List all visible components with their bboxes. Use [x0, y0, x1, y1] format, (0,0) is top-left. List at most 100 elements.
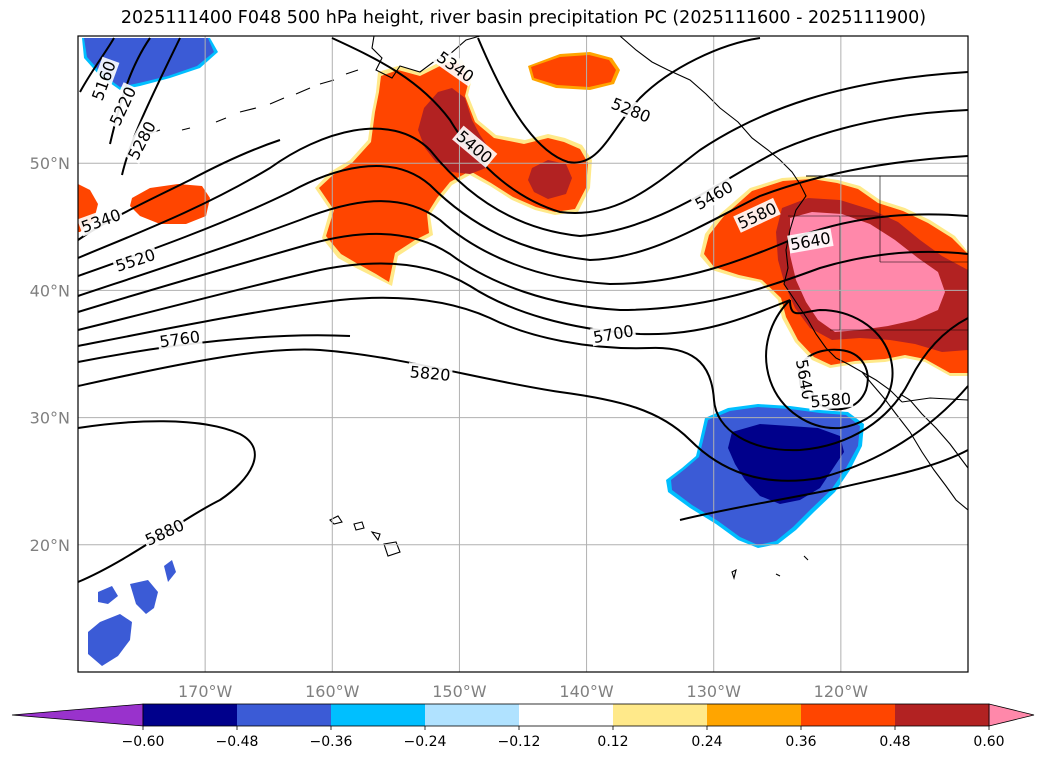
contour-5640-low	[765, 299, 894, 430]
lon-label-150: 150°W	[432, 682, 487, 701]
aleutian-islands	[147, 69, 359, 135]
baja-coastline	[861, 371, 969, 511]
colorbar-swatch-0	[143, 704, 237, 726]
colorbar-label-9: 0.60	[973, 734, 1004, 750]
colorbar-label-8: 0.48	[879, 734, 910, 750]
fill-negative-sw3	[98, 586, 118, 604]
colorbar-label-5: 0.12	[597, 734, 628, 750]
contour-label-bg	[140, 514, 189, 550]
contour-label-5760: 5760	[158, 327, 201, 351]
colorbar-swatch-2	[331, 704, 425, 726]
coastline-layer	[147, 35, 969, 580]
guadalupe-island	[731, 555, 809, 580]
fill-negative-sw1	[88, 614, 132, 666]
contour-label-group-8: 5280	[607, 93, 655, 127]
fill-positive-gulf-core2	[528, 160, 572, 199]
lon-label-170: 170°W	[178, 682, 233, 701]
hawaii-islands	[329, 515, 401, 557]
contour-label-group-15: 5580	[807, 388, 854, 412]
contour-label-bg	[792, 356, 818, 403]
contour-label-bg	[733, 197, 781, 233]
contour-label-bg	[407, 362, 453, 384]
contour-label-group-2: 5280	[123, 116, 160, 164]
contour-5280-west	[121, 37, 181, 176]
contour-label-5280: 5280	[124, 118, 160, 163]
precipitation-fill-layer	[78, 38, 968, 666]
contour-5280-east	[477, 37, 761, 164]
colorbar-label-6: 0.24	[691, 734, 722, 750]
bc-coastline	[783, 183, 903, 403]
colorbar-label-1: −0.48	[216, 734, 259, 750]
contour-label-bg	[111, 244, 159, 276]
colorbar-label-0: −0.60	[122, 734, 165, 750]
contour-label-bg	[607, 93, 655, 127]
colorbar-label-3: −0.24	[404, 734, 447, 750]
contour-label-5280: 5280	[608, 94, 653, 127]
alaska-panhandle-coastline	[619, 35, 801, 185]
contour-label-bg	[787, 228, 834, 254]
contour-label-5700: 5700	[592, 321, 635, 347]
alaska-coastline	[371, 35, 481, 79]
fill-negative-sw4	[164, 560, 176, 582]
contour-label-bg	[432, 46, 479, 87]
colorbar-swatch-4	[519, 704, 613, 726]
colorbar: −0.60 −0.48 −0.36 −0.24 −0.12 0.12 0.24 0.36 0.4…	[11, 703, 1035, 750]
contour-5700	[77, 296, 651, 350]
colorbar-extend-min	[11, 703, 144, 727]
contour-5640	[77, 262, 791, 336]
lat-label-40: 40°N	[30, 281, 70, 300]
lat-label-30: 30°N	[30, 409, 70, 428]
fill-negative-nw	[84, 38, 214, 87]
latitude-labels: 20°N 30°N 40°N 50°N	[30, 154, 70, 555]
contour-label-5580: 5580	[810, 389, 852, 411]
state-borders	[788, 176, 968, 331]
contour-label-group-5: 5760	[156, 326, 203, 351]
contour-5460	[77, 155, 969, 277]
contour-label-bg	[590, 320, 637, 347]
contour-5580-upper	[77, 232, 969, 313]
contour-label-bg	[156, 326, 203, 351]
colorbar-label-7: 0.36	[785, 734, 816, 750]
colorbar-swatch-6	[707, 704, 801, 726]
contour-label-group-12: 5700	[590, 320, 637, 347]
contour-label-bg	[87, 56, 120, 105]
contour-label-5820: 5820	[409, 362, 451, 384]
contour-label-bg	[807, 388, 854, 411]
map-title: 2025111400 F048 500 hPa height, river ba…	[120, 8, 927, 28]
colorbar-label-4: −0.12	[498, 734, 541, 750]
contour-5520	[77, 200, 969, 297]
colorbar-swatch-1	[237, 704, 331, 726]
fill-positive-west1	[130, 184, 210, 224]
lat-label-50: 50°N	[30, 154, 70, 173]
lat-label-20: 20°N	[30, 536, 70, 555]
lon-label-120: 120°W	[814, 682, 869, 701]
contour-5580-lower	[679, 449, 969, 521]
colorbar-swatch-7	[801, 704, 895, 726]
contour-label-bg	[452, 125, 498, 168]
colorbar-swatch-8	[895, 704, 989, 726]
contour-5340-north	[331, 37, 969, 215]
lon-label-140: 140°W	[559, 682, 614, 701]
contour-5700-east	[649, 317, 969, 452]
lon-label-130: 130°W	[687, 682, 742, 701]
contour-label-bg	[77, 204, 125, 237]
lon-label-160: 160°W	[305, 682, 360, 701]
colorbar-label-2: −0.36	[310, 734, 353, 750]
contour-label-bg	[105, 82, 140, 130]
contour-5760	[77, 334, 351, 363]
colorbar-swatch-5	[613, 704, 707, 726]
contour-label-5220: 5220	[106, 84, 140, 129]
fill-negative-sw2	[130, 580, 158, 614]
mexico-mainland-coastline	[899, 393, 969, 469]
longitude-labels: 170°W 160°W 150°W 140°W 130°W 120°W	[178, 682, 868, 701]
contour-label-group-13: 5820	[407, 362, 453, 385]
contour-label-bg	[690, 176, 738, 214]
colorbar-swatch-3	[425, 704, 519, 726]
colorbar-outline	[142, 703, 990, 727]
colorbar-extend-max	[988, 703, 1035, 727]
map-frame	[77, 35, 969, 673]
contour-5160	[79, 37, 115, 93]
contour-5400	[77, 109, 969, 259]
contour-5820	[77, 348, 969, 482]
